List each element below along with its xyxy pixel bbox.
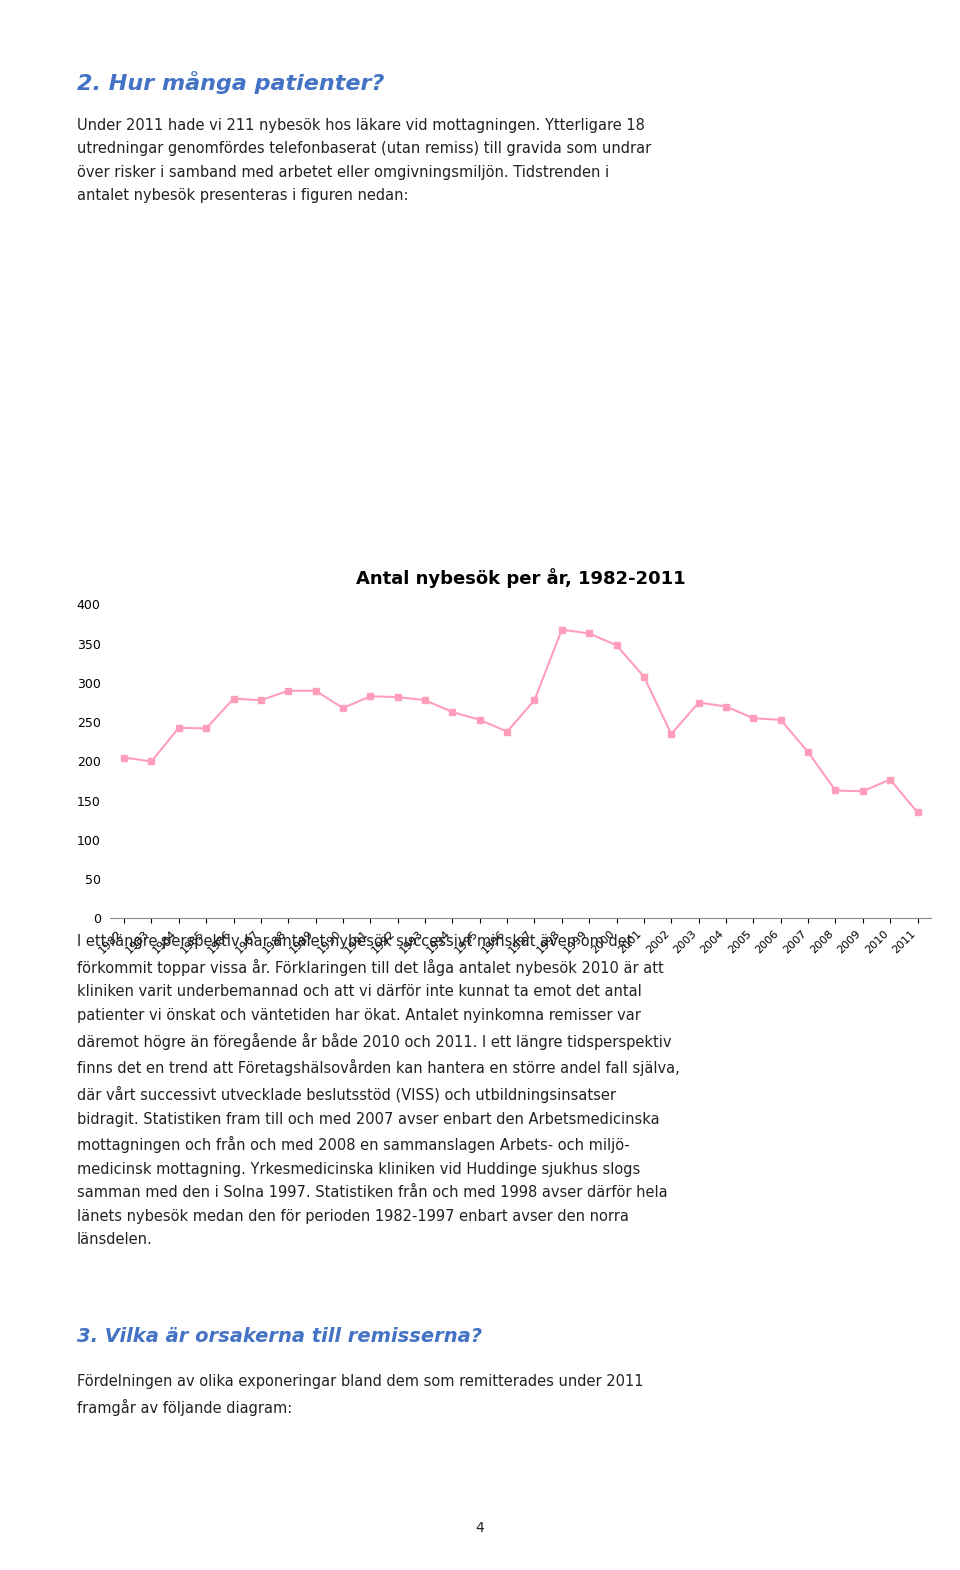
Text: Under 2011 hade vi 211 nybesök hos läkare vid mottagningen. Ytterligare 18
utred: Under 2011 hade vi 211 nybesök hos läkar… bbox=[77, 118, 651, 203]
Title: Antal nybesök per år, 1982-2011: Antal nybesök per år, 1982-2011 bbox=[356, 568, 685, 587]
Text: Fördelningen av olika exponeringar bland dem som remitterades under 2011
framgår: Fördelningen av olika exponeringar bland… bbox=[77, 1374, 643, 1416]
Text: I ett längre perspektiv har antalet nybesök successivt minskat även om det
förko: I ett längre perspektiv har antalet nybe… bbox=[77, 934, 680, 1247]
Text: 3. Vilka är orsakerna till remisserna?: 3. Vilka är orsakerna till remisserna? bbox=[77, 1327, 482, 1345]
Text: 2. Hur många patienter?: 2. Hur många patienter? bbox=[77, 71, 384, 94]
Text: 4: 4 bbox=[475, 1521, 485, 1535]
